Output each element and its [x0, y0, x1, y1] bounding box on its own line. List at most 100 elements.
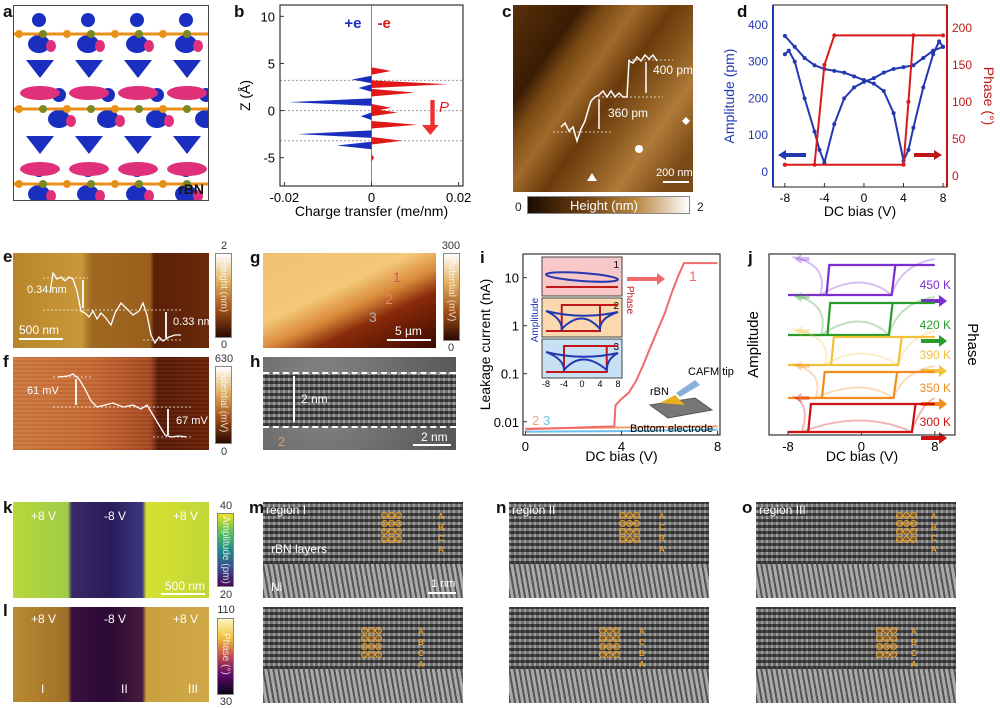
blue-charge-lobe — [26, 60, 54, 78]
scale-bar — [387, 339, 431, 341]
atom-marker — [381, 528, 388, 535]
pink-charge-lobe — [144, 190, 154, 200]
panel-f-label: f — [3, 352, 9, 371]
amplitude-axis-arrow — [794, 326, 810, 336]
colorbar-label: Phase (°) — [220, 633, 231, 675]
temperature-label: 350 K — [920, 381, 951, 395]
x-tick-label: 0 — [861, 191, 868, 205]
leakage-curve-1 — [525, 262, 718, 431]
panel-a-label: a — [3, 2, 13, 21]
rbn-structure-svg — [14, 13, 208, 200]
atom-marker — [876, 643, 883, 650]
amplitude-point — [871, 81, 876, 86]
amplitude-point — [871, 76, 876, 81]
pfm-phase-map: +8 V -8 V +8 V I II III — [13, 607, 209, 702]
ni-substrate-label: Ni — [271, 580, 283, 594]
left-axis-arrow — [778, 150, 806, 160]
region-bias-2: -8 V — [104, 612, 127, 626]
atom — [39, 180, 47, 188]
stacking-letter: C — [931, 534, 937, 543]
potential-colorbar-f: Potential (mV) — [215, 366, 232, 444]
y-axis-label: Z (Å) — [237, 80, 253, 111]
ni-lattice — [756, 564, 956, 598]
colorbar-min: 0 — [515, 200, 522, 214]
potential-profile-line — [53, 373, 193, 438]
inset-x-tick-label: 8 — [615, 379, 620, 389]
phase-loop-350K — [787, 370, 935, 400]
atom-marker — [368, 627, 375, 634]
atom-marker — [890, 643, 897, 650]
amplitude-point — [802, 96, 807, 101]
amplitude-point — [901, 65, 906, 70]
legend-plus-e: +e — [344, 15, 361, 32]
atom — [111, 105, 119, 113]
stacking-atom-markers — [599, 627, 620, 658]
scale-bar — [663, 181, 689, 183]
temperature-label: 450 K — [920, 278, 951, 292]
height-profile-line — [553, 53, 690, 181]
atom-marker — [606, 635, 613, 642]
point-1: 1 — [393, 269, 401, 285]
x-tick-label: 4 — [618, 439, 625, 454]
atom-marker — [883, 643, 890, 650]
y-tick-label: 10 — [505, 271, 519, 286]
amplitude-point — [861, 79, 866, 84]
charge-peak-positive — [288, 98, 372, 106]
atom — [183, 30, 191, 38]
amplitude-point — [782, 33, 787, 38]
amplitude-point — [842, 70, 847, 75]
atom-marker — [375, 627, 382, 634]
amplitude-point — [842, 96, 847, 101]
blue-charge-lobe — [32, 13, 46, 27]
pink-charge-lobe — [69, 162, 109, 176]
phase-point — [782, 162, 787, 167]
atom — [111, 180, 119, 188]
atom-marker — [626, 536, 633, 543]
blue-charge-lobe — [195, 110, 208, 128]
dashed-boundary-bottom — [263, 426, 456, 428]
charge-peak-negative — [371, 153, 375, 162]
atom-marker — [381, 536, 388, 543]
atom-marker — [395, 520, 402, 527]
atom-marker — [375, 643, 382, 650]
atom-marker — [896, 528, 903, 535]
colorbar-label: Amplitude (pm) — [220, 516, 231, 584]
atom-marker — [395, 512, 402, 519]
phase-axis-arrow — [921, 295, 948, 307]
y2-axis-label: Phase — [964, 323, 981, 366]
atom-marker — [883, 635, 890, 642]
pfm-amplitude-map: +8 V -8 V +8 V 500 nm — [13, 502, 209, 598]
kpfm-potential-image: 61 mV 67 mV — [13, 357, 209, 450]
stacking-atom-markers — [381, 512, 402, 543]
atom — [15, 180, 23, 188]
scale-bar-label: 1 nm — [431, 578, 456, 590]
rbn-lattice — [756, 607, 956, 669]
atom-marker — [381, 520, 388, 527]
blue-charge-lobe — [175, 35, 197, 53]
inset-x-tick-label: 4 — [597, 379, 602, 389]
atom-marker — [368, 643, 375, 650]
pink-charge-lobe — [69, 86, 109, 100]
y-axis-label: Amplitude — [745, 311, 762, 378]
amplitude-point — [812, 63, 817, 68]
colorbar-max: 2 — [697, 200, 704, 214]
atom — [135, 105, 143, 113]
charge-density-structure-image: rBN — [13, 5, 209, 201]
atom-marker — [361, 627, 368, 634]
temperature-label: 420 K — [920, 318, 951, 332]
point-3: 3 — [369, 309, 377, 325]
atom-marker — [903, 536, 910, 543]
atom-marker — [626, 520, 633, 527]
stacking-atom-markers — [619, 512, 640, 543]
potential-step-left: 61 mV — [27, 385, 59, 397]
panel-k-label: k — [3, 498, 13, 517]
stacking-letter: C — [659, 523, 665, 532]
y-tick-label: 0.01 — [494, 415, 519, 430]
curve-label-3: 3 — [543, 413, 550, 428]
stacking-letter: A — [639, 627, 645, 636]
atom-marker — [361, 651, 368, 658]
charge-peak-positive — [360, 112, 372, 121]
stacking-letter: C — [418, 649, 424, 658]
atom-marker — [613, 643, 620, 650]
